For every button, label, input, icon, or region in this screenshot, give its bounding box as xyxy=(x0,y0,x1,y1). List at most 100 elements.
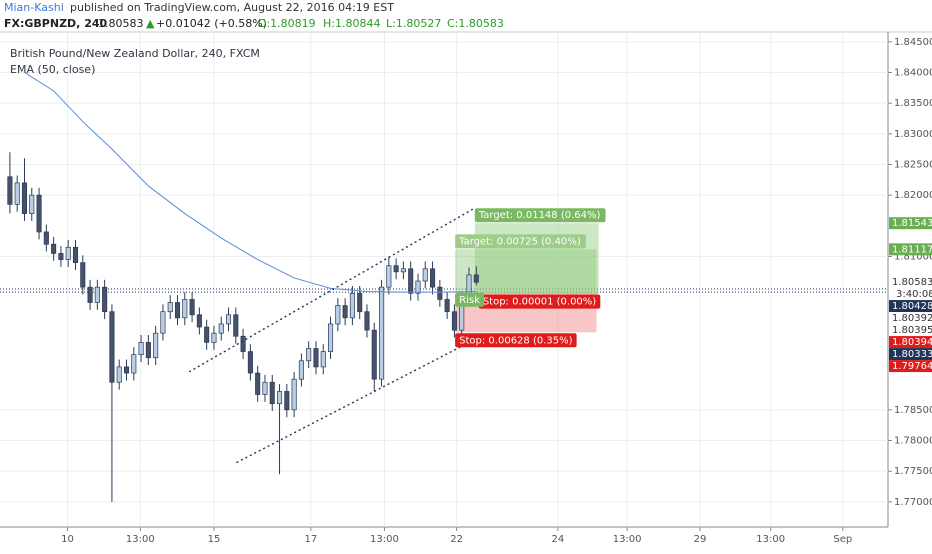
target-zone xyxy=(474,223,599,294)
x-tick-label: 13:00 xyxy=(370,534,399,545)
candle-body xyxy=(328,323,334,352)
y-tick-label: 1.78000 xyxy=(894,436,932,447)
high: H:1.80844 xyxy=(323,17,380,30)
y-tick-label: 1.82000 xyxy=(894,190,932,201)
price-label: 1.81117 xyxy=(892,244,932,255)
candle-body xyxy=(182,299,188,319)
candle-body xyxy=(196,314,202,328)
candle-body xyxy=(109,311,115,383)
candle-body xyxy=(21,182,28,214)
candle-body xyxy=(138,342,144,355)
x-tick-label: 29 xyxy=(694,534,707,545)
candle-body xyxy=(51,243,57,254)
candle-body xyxy=(211,332,217,343)
candle-body xyxy=(371,329,377,380)
candle-body xyxy=(123,366,130,374)
price-label-bg xyxy=(889,312,932,325)
candle-body xyxy=(335,305,341,325)
candle-body xyxy=(167,302,173,313)
candle-body xyxy=(313,348,319,368)
y-tick-label: 1.84000 xyxy=(894,67,932,78)
candle-body xyxy=(87,286,93,303)
x-tick-label: 17 xyxy=(304,534,317,545)
price-label: 1.80428 xyxy=(892,301,932,312)
candle-body xyxy=(72,246,79,263)
change: +0.01042 (+0.58%) xyxy=(156,17,267,30)
symbol: FX:GBPNZD, 240 xyxy=(4,17,107,30)
candle-body xyxy=(102,286,108,313)
candle-body xyxy=(14,182,20,205)
candle-body xyxy=(43,231,49,245)
price-label: 1.81543 xyxy=(892,218,932,229)
candle-body xyxy=(349,292,355,319)
price-label-bg xyxy=(889,360,932,373)
candle-body xyxy=(240,335,246,352)
x-tick-label: 22 xyxy=(450,534,463,545)
candle-body xyxy=(247,351,253,374)
y-tick-label: 1.83000 xyxy=(894,129,932,140)
candle-body xyxy=(233,314,239,337)
candle-body xyxy=(225,314,232,325)
candle-body xyxy=(284,391,290,411)
candle-body xyxy=(94,286,100,303)
y-tick-label: 1.77500 xyxy=(894,466,932,477)
y-tick-label: 1.82500 xyxy=(894,159,932,170)
candle-body xyxy=(393,265,399,273)
candle-body xyxy=(116,366,122,383)
countdown: 3:40:08 xyxy=(896,289,932,300)
price-label-bg xyxy=(889,243,932,256)
author[interactable]: Mian-Kashi xyxy=(4,1,64,14)
candle-body xyxy=(415,280,421,294)
candle-body xyxy=(255,372,261,395)
price-label-bg xyxy=(889,276,932,289)
price-label-bg xyxy=(889,324,932,337)
y-tick-label: 1.78500 xyxy=(894,405,932,416)
price-label-bg xyxy=(889,336,932,349)
candle-body xyxy=(430,268,436,288)
candle-body xyxy=(408,268,414,294)
candle-body xyxy=(379,286,385,380)
candle-body xyxy=(422,268,428,282)
target-label: Target: 0.01148 (0.64%) xyxy=(478,210,601,221)
stop-label: Stop: 0.00628 (0.35%) xyxy=(459,335,572,346)
stop-label: Stop: 0.00001 (0.00%) xyxy=(483,297,596,308)
x-tick-label: 10 xyxy=(61,534,74,545)
target-zone xyxy=(455,249,597,294)
close: C:1.80583 xyxy=(447,17,504,30)
risk-label-bg xyxy=(455,292,485,307)
candle-body xyxy=(218,323,224,334)
candle-body xyxy=(306,348,312,362)
price-label: 1.79764 xyxy=(892,361,932,372)
candle-body xyxy=(29,194,35,214)
candle-body xyxy=(298,360,304,380)
candle-body xyxy=(153,332,159,359)
candle-body xyxy=(131,354,137,374)
price-label: 1.80392 xyxy=(892,313,932,324)
last-price: 1.80583 xyxy=(98,17,144,30)
candle-body xyxy=(444,299,450,313)
candle-body xyxy=(357,292,363,313)
candle-body xyxy=(58,253,64,260)
y-tick-label: 1.83500 xyxy=(894,98,932,109)
chart-title: British Pound/New Zealand Dollar, 240, F… xyxy=(10,47,260,60)
y-tick-label: 1.77000 xyxy=(894,497,932,508)
x-tick-label: 15 xyxy=(208,534,221,545)
ema-legend: EMA (50, close) xyxy=(10,63,95,76)
candle-body xyxy=(473,274,479,283)
x-tick-label: 13:00 xyxy=(613,534,642,545)
price-label: 1.80333 xyxy=(892,349,932,360)
candle-body xyxy=(174,302,181,319)
candle-body xyxy=(204,326,210,343)
y-tick-label: 1.84500 xyxy=(894,37,932,48)
candle-body xyxy=(451,311,457,331)
candle-body xyxy=(36,194,42,233)
candle-body xyxy=(291,378,297,411)
candle-body xyxy=(437,286,443,300)
target-label: Target: 0.00725 (0.40%) xyxy=(458,236,581,247)
stop-zone xyxy=(474,293,599,295)
open: O:1.80819 xyxy=(258,17,316,30)
candle-body xyxy=(80,262,86,288)
candle-body xyxy=(189,299,195,316)
price-label-bg xyxy=(889,348,932,361)
